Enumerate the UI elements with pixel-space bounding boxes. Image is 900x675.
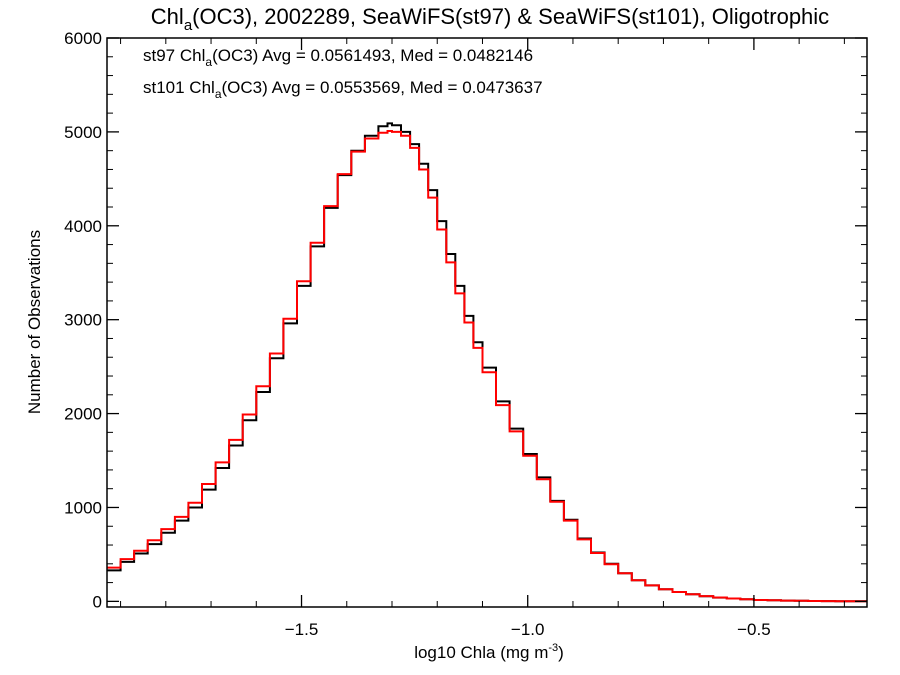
stat-st101-sub: a: [215, 87, 222, 101]
y-tick-label: 6000: [64, 29, 102, 48]
chart-title-sub: a: [184, 17, 193, 34]
series-st97-line: [107, 122, 867, 603]
y-tick-label: 1000: [64, 498, 102, 517]
stat-annotation-st101: st101 Chla(OC3) Avg = 0.0553569, Med = 0…: [143, 78, 543, 101]
chart-title: Chla(OC3), 2002289, SeaWiFS(st97) & SeaW…: [151, 4, 829, 34]
y-tick-label: 2000: [64, 405, 102, 424]
y-tick-label: 3000: [64, 311, 102, 330]
series-st101-line: [107, 130, 867, 603]
stat-st97-post: (OC3) Avg = 0.0561493, Med = 0.0482146: [212, 46, 533, 65]
chart-title-pre: Chl: [151, 4, 184, 29]
stat-st97-pre: st97 Chl: [143, 46, 205, 65]
x-tick-label: −1.0: [511, 620, 545, 639]
stat-st97-sub: a: [205, 55, 212, 69]
y-tick-label: 4000: [64, 217, 102, 236]
x-axis-label: log10 Chla (mg m-3): [414, 642, 564, 662]
x-tick-label: −1.5: [285, 620, 319, 639]
y-axis-label: Number of Observations: [25, 230, 44, 414]
x-axis-label-pre: log10 Chla (mg m: [414, 643, 548, 662]
plot-area: [107, 122, 867, 603]
x-axis-label-sup: -3: [548, 642, 558, 654]
stat-st101-post: (OC3) Avg = 0.0553569, Med = 0.0473637: [222, 78, 543, 97]
stat-st101-pre: st101 Chl: [143, 78, 215, 97]
x-tick-label: −0.5: [737, 620, 771, 639]
axes: 0 1000 2000 3000 4000 5000 6000 −1.5 −1.0 −0.5: [64, 29, 868, 639]
y-tick-label: 0: [93, 592, 102, 611]
x-axis-label-post: ): [558, 643, 564, 662]
chart-title-post: (OC3), 2002289, SeaWiFS(st97) & SeaWiFS(…: [192, 4, 829, 29]
plot-frame: [106, 37, 868, 608]
y-tick-label: 5000: [64, 123, 102, 142]
stat-annotation-st97: st97 Chla(OC3) Avg = 0.0561493, Med = 0.…: [143, 46, 533, 69]
